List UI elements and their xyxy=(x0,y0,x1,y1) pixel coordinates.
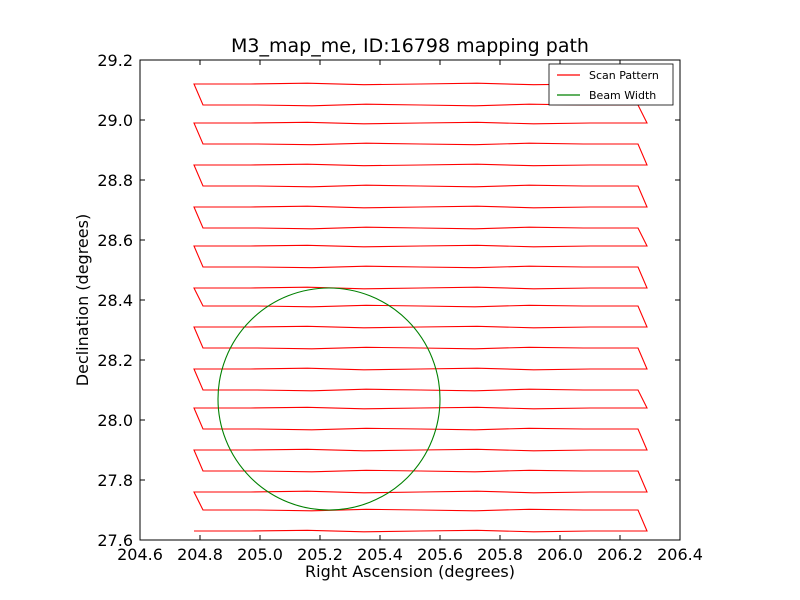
legend: Scan Pattern Beam Width xyxy=(548,63,674,106)
x-tick-label: 204.8 xyxy=(177,545,223,564)
y-tick-label: 28.0 xyxy=(97,411,133,430)
y-axis-label: Declination (degrees) xyxy=(73,214,92,386)
x-tick-label: 205.6 xyxy=(417,545,463,564)
y-tick-label: 28.2 xyxy=(97,351,133,370)
x-tick-label: 205.4 xyxy=(357,545,403,564)
plot-area xyxy=(193,82,648,533)
y-tick-label: 28.6 xyxy=(97,231,133,250)
y-tick-label: 29.0 xyxy=(97,111,133,130)
y-tick-label: 28.8 xyxy=(97,171,133,190)
beam-width-circle xyxy=(217,287,441,511)
x-tick-label: 204.6 xyxy=(117,545,163,564)
x-tick-label: 205.2 xyxy=(297,545,343,564)
y-tick-label: 28.4 xyxy=(97,291,133,310)
x-tick-label: 206.0 xyxy=(537,545,583,564)
x-tick-label: 205.8 xyxy=(477,545,523,564)
x-tick-label: 206.4 xyxy=(657,545,703,564)
y-tick-label: 27.8 xyxy=(97,471,133,490)
y-tick-label: 29.2 xyxy=(97,51,133,70)
legend-label-scan-pattern: Scan Pattern xyxy=(589,69,659,82)
legend-box xyxy=(548,63,674,106)
scan-pattern-line xyxy=(193,82,648,533)
x-axis-label: Right Ascension (degrees) xyxy=(305,562,515,581)
legend-label-beam-width: Beam Width xyxy=(589,89,656,102)
axis-ticks: 204.6 204.8 205.0 205.2 205.4 205.6 205.8 206.0… xyxy=(97,51,703,564)
y-tick-label: 27.6 xyxy=(97,531,133,550)
chart-title: M3_map_me, ID:16798 mapping path xyxy=(231,35,589,57)
x-tick-label: 206.2 xyxy=(597,545,643,564)
x-tick-label: 205.0 xyxy=(237,545,283,564)
